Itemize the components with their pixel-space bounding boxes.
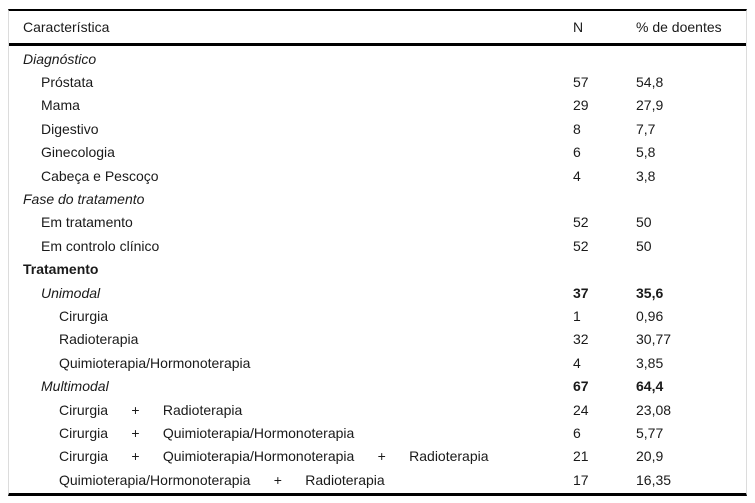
column-header-n: N <box>573 19 584 35</box>
row-label: Quimioterapia/Hormonoterapia <box>59 354 251 371</box>
row-digestivo: Digestivo 8 7,7 <box>9 117 746 140</box>
row-label: Radioterapia <box>59 331 139 348</box>
row-label: Em controlo clínico <box>41 237 160 254</box>
characteristics-table: Característica N % de doentes Diagnóstic… <box>8 9 747 497</box>
row-cirurgia: Cirurgia 1 0,96 <box>9 304 746 327</box>
row-pct: 5,77 <box>636 424 664 441</box>
row-pct: 50 <box>636 214 652 231</box>
row-label: Tratamento <box>23 261 99 278</box>
row-n: 52 <box>573 214 589 231</box>
row-label: Ginecologia <box>41 144 115 161</box>
row-cirurgia-quimioterapia: Cirurgia + Quimioterapia/Hormonoterapia … <box>9 421 746 444</box>
row-pct: 20,9 <box>636 448 664 465</box>
row-label: Próstata <box>41 74 94 91</box>
row-n: 21 <box>573 448 589 465</box>
row-label: Digestivo <box>41 120 99 137</box>
row-mama: Mama 29 27,9 <box>9 94 746 117</box>
row-pct: 35,6 <box>636 284 664 301</box>
row-cirurgia-quimioterapia-radioterapia: Cirurgia + Quimioterapia/Hormonoterapia … <box>9 445 746 468</box>
table-body: Diagnóstico Próstata 57 54,8 Mama 29 27,… <box>9 46 746 493</box>
row-em-tratamento: Em tratamento 52 50 <box>9 211 746 234</box>
row-n: 8 <box>573 120 581 137</box>
row-label: Cabeça e Pescoço <box>41 167 159 184</box>
row-n: 4 <box>573 167 581 184</box>
row-diagnostico: Diagnóstico <box>9 47 746 70</box>
row-em-controlo-clinico: Em controlo clínico 52 50 <box>9 234 746 257</box>
row-pct: 64,4 <box>636 378 664 395</box>
column-header-pct: % de doentes <box>636 19 722 35</box>
row-n: 52 <box>573 237 589 254</box>
row-n: 32 <box>573 331 589 348</box>
row-label: Multimodal <box>41 378 109 395</box>
row-n: 37 <box>573 284 589 301</box>
row-pct: 7,7 <box>636 120 656 137</box>
row-label: Cirurgia <box>59 307 109 324</box>
row-pct: 30,77 <box>636 331 672 348</box>
row-n: 6 <box>573 144 581 161</box>
row-pct: 23,08 <box>636 401 672 418</box>
row-label: Quimioterapia/Hormonoterapia + Radiotera… <box>59 471 385 488</box>
row-ginecologia: Ginecologia 6 5,8 <box>9 141 746 164</box>
row-pct: 50 <box>636 237 652 254</box>
row-pct: 3,85 <box>636 354 664 371</box>
row-quimioterapia-radioterapia: Quimioterapia/Hormonoterapia + Radiotera… <box>9 468 746 491</box>
row-pct: 16,35 <box>636 471 672 488</box>
row-label: Cirurgia + Quimioterapia/Hormonoterapia <box>59 424 355 441</box>
row-pct: 0,96 <box>636 307 664 324</box>
row-cabeca-e-pescoco: Cabeça e Pescoço 4 3,8 <box>9 164 746 187</box>
column-header-characteristic: Característica <box>23 19 110 35</box>
row-pct: 54,8 <box>636 74 664 91</box>
row-label: Em tratamento <box>41 214 133 231</box>
row-fase-do-tratamento: Fase do tratamento <box>9 187 746 210</box>
row-pct: 27,9 <box>636 97 664 114</box>
row-n: 57 <box>573 74 589 91</box>
row-pct: 5,8 <box>636 144 656 161</box>
row-n: 24 <box>573 401 589 418</box>
row-radioterapia: Radioterapia 32 30,77 <box>9 328 746 351</box>
row-tratamento: Tratamento <box>9 258 746 281</box>
row-label: Diagnóstico <box>23 50 97 67</box>
row-n: 67 <box>573 378 589 395</box>
row-label: Cirurgia + Radioterapia <box>59 401 243 418</box>
row-n: 17 <box>573 471 589 488</box>
row-n: 6 <box>573 424 581 441</box>
row-quimioterapia-hormonoterapia: Quimioterapia/Hormonoterapia 4 3,85 <box>9 351 746 374</box>
row-label: Unimodal <box>41 284 101 301</box>
row-cirurgia-radioterapia: Cirurgia + Radioterapia 24 23,08 <box>9 398 746 421</box>
row-label: Mama <box>41 97 80 114</box>
row-n: 1 <box>573 307 581 324</box>
row-label: Cirurgia + Quimioterapia/Hormonoterapia … <box>59 448 489 465</box>
row-pct: 3,8 <box>636 167 656 184</box>
row-unimodal: Unimodal 37 35,6 <box>9 281 746 304</box>
table-header-row: Característica N % de doentes <box>9 11 746 46</box>
row-n: 4 <box>573 354 581 371</box>
row-n: 29 <box>573 97 589 114</box>
row-prostata: Próstata 57 54,8 <box>9 70 746 93</box>
row-multimodal: Multimodal 67 64,4 <box>9 374 746 397</box>
row-label: Fase do tratamento <box>23 191 145 208</box>
